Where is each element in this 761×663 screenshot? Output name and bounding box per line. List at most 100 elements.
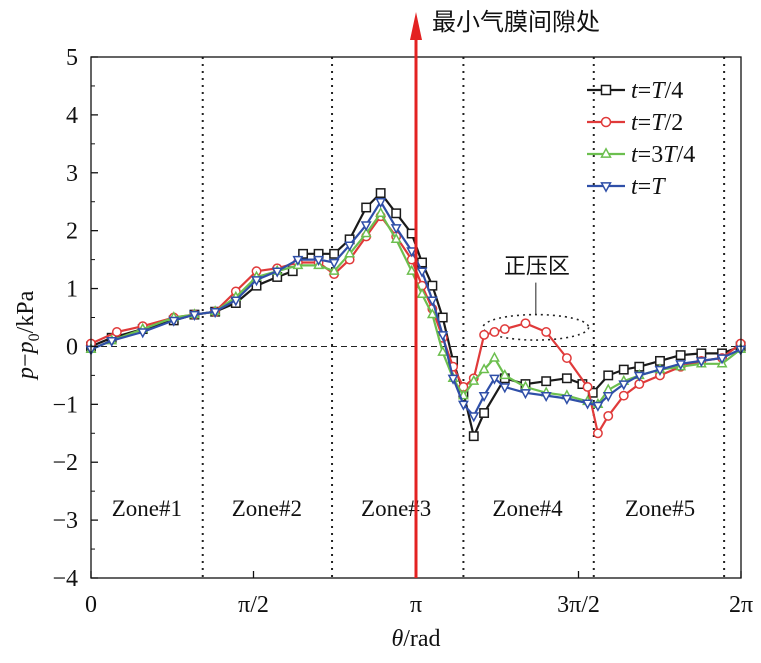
data-point xyxy=(618,390,629,401)
data-point xyxy=(360,221,372,232)
legend-label-part: /4 xyxy=(677,142,696,168)
data-point xyxy=(344,241,356,252)
zone-label: Zone#3 xyxy=(361,496,431,521)
x-tick-label: 3π/2 xyxy=(557,592,600,618)
data-point xyxy=(426,296,438,307)
data-point xyxy=(437,331,449,342)
x-tick-label: 0 xyxy=(85,592,97,618)
legend-item: t=T/4 xyxy=(587,78,683,104)
data-point xyxy=(313,255,325,267)
legend-label-part: t xyxy=(631,110,639,136)
data-point xyxy=(111,327,122,337)
data-point xyxy=(137,328,149,339)
data-point xyxy=(106,336,118,348)
data-point xyxy=(298,248,309,259)
data-point xyxy=(561,394,573,405)
y-tick-label: 2 xyxy=(66,219,78,245)
legend-marker xyxy=(600,147,612,158)
data-point xyxy=(251,276,262,287)
y-axis-minus: − xyxy=(13,353,39,367)
data-point xyxy=(592,401,604,412)
legend-label-part: = xyxy=(638,78,652,104)
legend-label-part: T xyxy=(651,174,666,200)
data-point xyxy=(520,318,531,329)
legend: t=T/4t=T/2t=3T/4t=T xyxy=(587,78,695,200)
legend-label-part: t xyxy=(631,142,639,168)
legend-label-part: t xyxy=(631,78,639,104)
legend-label: t=3T/4 xyxy=(631,142,695,168)
y-tick-label: −1 xyxy=(52,392,78,418)
data-point xyxy=(406,247,418,258)
legend-label-part: = xyxy=(638,174,652,200)
data-point xyxy=(582,399,594,410)
data-point xyxy=(618,364,629,375)
data-point xyxy=(344,247,356,258)
data-point xyxy=(329,248,340,259)
data-point xyxy=(603,410,614,421)
data-point xyxy=(360,227,372,238)
data-point xyxy=(603,370,614,381)
x-tick-label: 2π xyxy=(729,592,753,618)
data-point xyxy=(468,374,480,385)
data-point xyxy=(675,350,686,361)
data-point xyxy=(437,312,448,323)
zone-label: Zone#5 xyxy=(625,496,695,521)
legend-label-part: = xyxy=(638,110,652,136)
y-axis-symbol-p0: p xyxy=(13,341,39,355)
data-point xyxy=(168,316,180,327)
y-axis-symbol-p: p xyxy=(13,367,39,381)
data-point xyxy=(271,267,283,278)
legend-marker xyxy=(600,182,612,193)
data-point xyxy=(633,371,645,382)
data-point xyxy=(209,308,221,319)
y-tick-label: 0 xyxy=(66,334,78,360)
y-tick-label: 4 xyxy=(66,103,78,129)
legend-item: t=3T/4 xyxy=(587,142,695,168)
data-point xyxy=(468,412,480,423)
data-point xyxy=(468,431,479,442)
data-point xyxy=(426,308,438,319)
data-point xyxy=(375,188,386,198)
series-layer xyxy=(85,188,747,442)
y-tick-label: −4 xyxy=(52,566,78,592)
y-tick-label: 3 xyxy=(66,161,78,187)
x-tick-label: π xyxy=(410,592,422,618)
legend-label-part: T xyxy=(651,78,666,104)
data-point xyxy=(561,353,572,363)
legend-label-part: /2 xyxy=(665,110,684,136)
x-axis-symbol: θ xyxy=(391,626,403,652)
data-point xyxy=(618,380,630,391)
y-axis-label: p−p0/kPa xyxy=(13,290,43,381)
data-point xyxy=(391,208,402,219)
data-point xyxy=(406,264,418,275)
min-film-gap-annotation: 最小气膜间隙处 xyxy=(432,8,600,36)
data-point xyxy=(457,400,469,411)
data-point xyxy=(582,382,593,392)
data-point xyxy=(188,310,200,322)
data-point xyxy=(478,391,490,403)
data-point xyxy=(437,345,449,356)
data-point xyxy=(416,287,428,299)
x-axis-unit: /rad xyxy=(403,626,440,652)
data-point xyxy=(230,296,242,307)
data-point xyxy=(328,264,340,275)
zone-boundaries xyxy=(201,57,726,578)
data-point xyxy=(488,351,500,362)
data-point xyxy=(447,374,459,385)
legend-label: t=T/4 xyxy=(631,78,683,104)
data-point xyxy=(361,202,372,213)
data-point xyxy=(602,391,614,403)
data-point xyxy=(520,389,531,400)
data-point xyxy=(716,354,728,365)
data-point xyxy=(292,255,304,267)
legend-label-part: /4 xyxy=(665,78,684,104)
series-t_T xyxy=(85,198,747,423)
data-point xyxy=(499,324,510,335)
legend-label: t=T/2 xyxy=(631,110,683,136)
data-point xyxy=(489,327,500,337)
y-tick-label: 5 xyxy=(66,45,78,71)
data-point xyxy=(375,198,387,209)
data-point xyxy=(675,360,687,371)
legend-label-part: T xyxy=(663,142,678,168)
